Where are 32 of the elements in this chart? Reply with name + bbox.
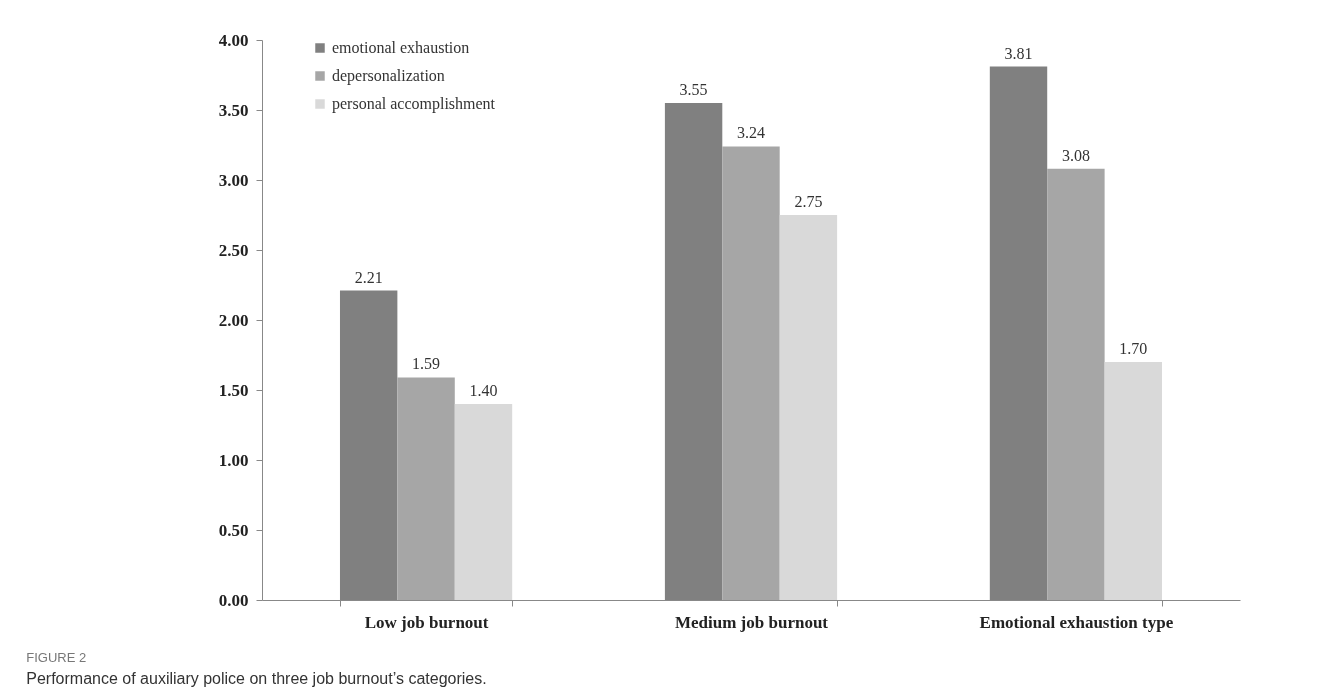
x-tick-label: Low job burnout [364, 612, 489, 632]
bar [722, 146, 780, 600]
y-tick-label: 3.50 [218, 100, 249, 120]
y-tick-label: 1.00 [218, 450, 249, 470]
data-label: 2.21 [354, 268, 383, 286]
bar [397, 377, 455, 600]
y-tick-label: 0.50 [218, 520, 249, 540]
legend-label: depersonalization [332, 67, 445, 85]
y-tick-label: 3.00 [218, 170, 249, 190]
bar [779, 215, 838, 600]
x-tick-label: Emotional exhaustion type [979, 612, 1174, 632]
bar [454, 404, 513, 600]
data-label: 3.81 [1004, 44, 1033, 62]
data-label: 1.40 [469, 382, 498, 399]
y-tick-label: 1.50 [218, 380, 249, 400]
y-tick-label: 4.00 [218, 30, 249, 50]
data-label: 1.59 [412, 355, 441, 373]
text: FIGURE 2 [26, 650, 87, 665]
data-label: 3.08 [1061, 146, 1090, 164]
data-label: 2.75 [794, 193, 823, 210]
data-label: 1.70 [1119, 340, 1148, 357]
legend-label: emotional exhaustion [332, 39, 470, 56]
bar [1104, 362, 1163, 600]
x-tick-label: Medium job burnout [674, 612, 829, 632]
y-tick-label: 2.50 [218, 240, 249, 260]
bar [1047, 168, 1105, 600]
legend-label: personal accomplishment [332, 95, 496, 113]
y-tick-label: 0.00 [218, 590, 249, 610]
y-tick-label: 2.00 [218, 310, 249, 330]
data-label: 3.24 [737, 124, 765, 142]
data-label: 3.55 [679, 81, 708, 98]
text: Performance of auxiliary police on three job burnout’s categories. [26, 670, 487, 687]
